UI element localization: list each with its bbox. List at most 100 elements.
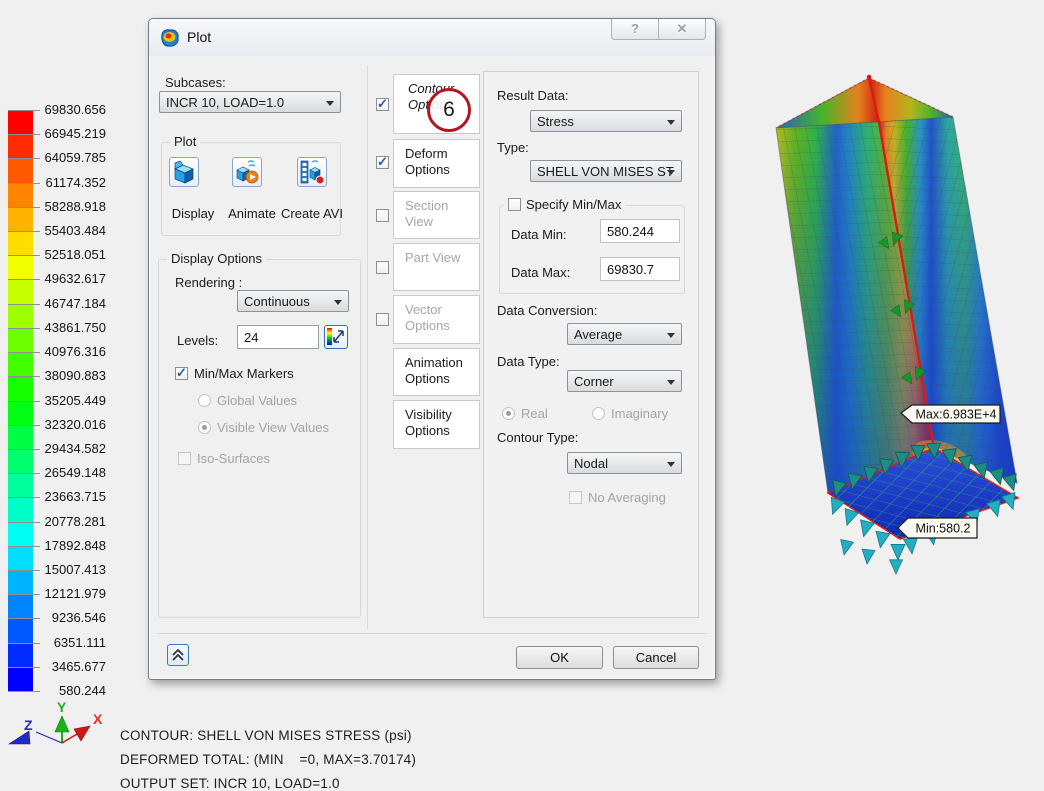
legend-tick (8, 255, 40, 256)
legend-band (8, 303, 33, 329)
vector-options-checkbox[interactable] (376, 313, 389, 326)
status-deformed: DEFORMED TOTAL: (MIN =0, MAX=3.70174) (120, 752, 417, 767)
legend-tick (8, 231, 40, 232)
specify-minmax-checkbox[interactable] (508, 198, 521, 211)
step-annotation-badge: 6 (427, 88, 471, 132)
legend-band (8, 618, 33, 644)
legend-value: 46747.184 (44, 295, 106, 311)
data-conversion-dropdown[interactable]: Average (567, 323, 682, 345)
max-flag-label: Max:6.983E+4 (916, 408, 997, 422)
tab-section-view[interactable]: Section View (393, 191, 480, 239)
subcases-dropdown[interactable]: INCR 10, LOAD=1.0 (159, 91, 341, 113)
legend-tick (8, 304, 40, 305)
legend-tick (8, 594, 40, 595)
help-button[interactable]: ? (611, 19, 659, 40)
display-button[interactable] (169, 157, 199, 187)
legend-tick (8, 425, 40, 426)
legend-value: 20778.281 (44, 513, 106, 529)
legend-band (8, 206, 33, 232)
min-flag-label: Min:580.2 (916, 522, 971, 536)
visible-view-values-radio (198, 421, 211, 434)
legend-tick (8, 497, 40, 498)
legend-band (8, 158, 33, 184)
chevron-down-icon (667, 333, 675, 338)
chevron-down-icon (326, 101, 334, 106)
rendering-dropdown[interactable]: Continuous (237, 290, 349, 312)
deform-options-checkbox[interactable] (376, 154, 389, 170)
legend-tick (8, 449, 40, 450)
data-type-dropdown[interactable]: Corner (567, 370, 682, 392)
x-axis-cone (73, 725, 91, 742)
legend-band (8, 231, 33, 257)
result-data-label: Result Data: (497, 88, 569, 103)
legend-tick (8, 207, 40, 208)
contour-legend: 69830.656 66945.219 64059.785 61174.352 5828… (0, 102, 112, 722)
global-values-radio (198, 394, 211, 407)
legend-tick (8, 522, 40, 523)
chevron-down-icon (667, 380, 675, 385)
visible-view-values-label: Visible View Values (217, 420, 330, 435)
legend-value: 9236.546 (51, 610, 106, 626)
legend-tick (8, 183, 40, 184)
legend-band (8, 182, 33, 208)
contour-type-dropdown[interactable]: Nodal (567, 452, 682, 474)
status-text: CONTOUR: SHELL VON MISES STRESS (psi) DE… (120, 724, 416, 791)
part-view-checkbox[interactable] (376, 261, 389, 274)
selected-tab-accent (394, 75, 398, 133)
legend-value: 17892.848 (44, 537, 106, 553)
create-avi-button-label: Create AVI (281, 206, 343, 221)
type-dropdown[interactable]: SHELL VON MISES ST (530, 160, 682, 182)
plot-group-title: Plot (170, 134, 201, 149)
dialog-titlebar[interactable]: Plot ? ✕ (149, 19, 715, 56)
collapse-button[interactable] (167, 644, 189, 666)
animate-button[interactable] (232, 157, 262, 187)
data-conversion-label: Data Conversion: (497, 303, 598, 318)
contour-options-checkbox[interactable] (376, 96, 389, 112)
legend-band (8, 497, 33, 523)
specify-minmax-group: Specify Min/Max Data Min: Data Max: (499, 197, 685, 294)
legend-tick (8, 667, 40, 668)
display-button-label: Display (171, 206, 215, 221)
subcases-value: INCR 10, LOAD=1.0 (166, 95, 285, 110)
status-output-set: OUTPUT SET: INCR 10, LOAD=1.0 (120, 776, 340, 791)
plot-dialog: Plot ? ✕ Subcases: INCR 10, LOAD=1.0 Plo… (148, 18, 716, 680)
imaginary-label: Imaginary (611, 406, 669, 421)
levels-palette-button[interactable] (324, 325, 348, 349)
levels-input[interactable] (237, 325, 319, 349)
legend-band (8, 521, 33, 547)
max-marker-flag: Max:6.983E+4 (900, 404, 1001, 424)
legend-band (8, 134, 33, 160)
legend-tick (8, 691, 40, 692)
display-options-group: Display Options Rendering : Continuous L… (158, 251, 361, 618)
tab-animation-options[interactable]: Animation Options (393, 348, 480, 396)
legend-value: 26549.148 (44, 465, 106, 481)
create-avi-button[interactable] (297, 157, 327, 187)
contour-type-label: Contour Type: (497, 430, 579, 445)
y-axis-cone (54, 715, 70, 733)
legend-value: 3465.677 (51, 658, 106, 674)
create-avi-icon (300, 160, 325, 185)
minmax-markers-label: Min/Max Markers (194, 366, 294, 381)
tab-visibility-options[interactable]: Visibility Options (393, 400, 480, 449)
legend-band (8, 279, 33, 305)
chevron-down-icon (667, 170, 675, 175)
z-axis-cone (7, 730, 31, 745)
legend-band (8, 376, 33, 402)
legend-band (8, 473, 33, 499)
minmax-markers-checkbox[interactable] (175, 365, 188, 381)
close-button[interactable]: ✕ (659, 19, 706, 40)
legend-value: 66945.219 (44, 126, 106, 142)
result-data-dropdown[interactable]: Stress (530, 110, 682, 132)
section-view-checkbox[interactable] (376, 209, 389, 222)
rainbow-levels-icon (327, 328, 344, 345)
tab-part-view[interactable]: Part View (393, 243, 480, 291)
cancel-button[interactable]: Cancel (613, 646, 699, 669)
legend-tick (8, 376, 40, 377)
legend-band (8, 110, 33, 135)
status-contour: CONTOUR: SHELL VON MISES STRESS (psi) (120, 728, 412, 743)
ok-button[interactable]: OK (516, 646, 603, 669)
tab-vector-options[interactable]: Vector Options (393, 295, 480, 344)
tab-deform-options[interactable]: Deform Options (393, 139, 480, 188)
legend-value: 49632.617 (44, 271, 106, 287)
